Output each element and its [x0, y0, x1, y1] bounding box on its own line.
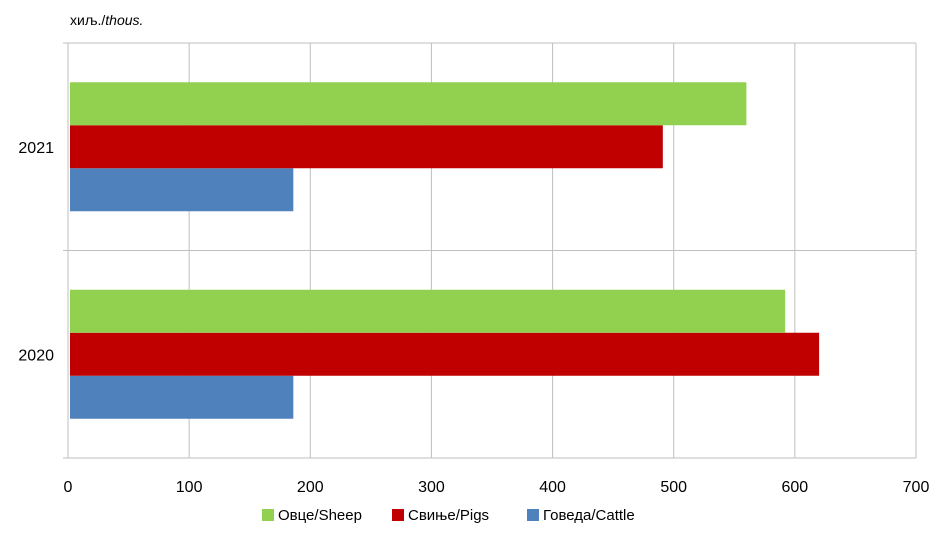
x-tick-label: 0 — [64, 479, 73, 496]
bar — [70, 332, 820, 376]
x-tick-label: 100 — [176, 479, 203, 496]
x-tick-label: 700 — [903, 479, 930, 496]
legend-label: Говеда/Cattle — [543, 507, 635, 524]
unit-label-prefix: хиљ./ — [70, 12, 105, 28]
bar — [70, 375, 294, 419]
bar — [70, 125, 663, 169]
x-tick-label: 300 — [418, 479, 445, 496]
legend-label: Свиње/Pigs — [408, 507, 489, 524]
legend-swatch — [392, 509, 404, 521]
legend-label: Овце/Sheep — [278, 507, 362, 524]
legend-swatch — [527, 509, 539, 521]
y-category-label: 2021 — [18, 140, 54, 157]
legend: Овце/Sheep Свиње/Pigs Говеда/Cattle — [262, 507, 635, 524]
unit-label-suffix: thous. — [105, 12, 143, 28]
x-tick-label: 200 — [297, 479, 324, 496]
y-category-label: 2020 — [18, 347, 54, 364]
bar — [70, 168, 294, 212]
axes: 0 100 200 300 400 500 600 700 2020 2021 — [18, 42, 930, 496]
unit-label: хиљ./thous. — [70, 12, 143, 28]
legend-swatch — [262, 509, 274, 521]
x-tick-label: 500 — [660, 479, 687, 496]
bars — [70, 82, 820, 419]
x-tick-label: 400 — [539, 479, 566, 496]
bar — [70, 289, 786, 333]
x-tick-label: 600 — [782, 479, 809, 496]
bar — [70, 82, 747, 126]
